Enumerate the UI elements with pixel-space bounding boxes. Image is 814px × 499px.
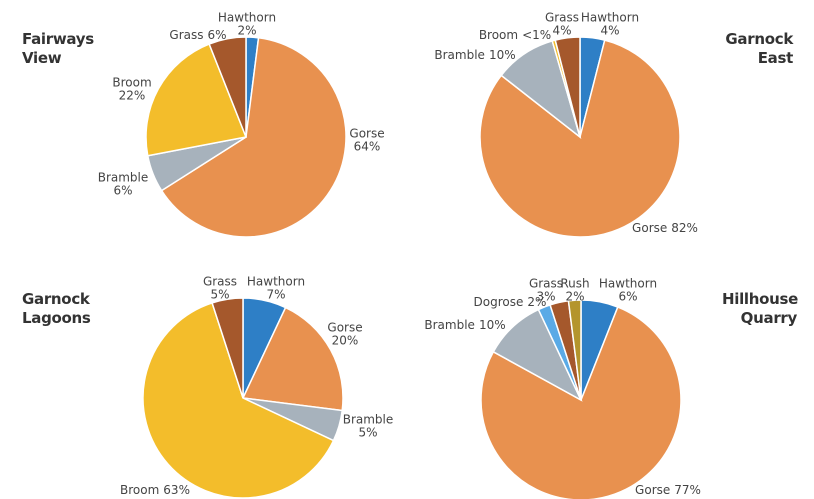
slice-label: Hawthorn (218, 11, 276, 25)
slice-label: Gorse 82% (632, 221, 698, 235)
pie-slice (554, 36, 581, 138)
slice-value: 2% (237, 24, 256, 38)
chart-title: Garnock Lagoons (22, 290, 91, 327)
chart-title: Garnock East (725, 30, 793, 67)
pie-slice (208, 36, 247, 138)
slice-value: 5% (210, 288, 229, 302)
slice-value: 2% (527, 295, 546, 309)
slice-label: Hawthorn (599, 277, 657, 291)
slice-name: Gorse (632, 221, 667, 235)
slice-label: Rush (560, 277, 589, 291)
slice-label: Gorse 77% (635, 483, 701, 497)
slice-value: 82% (671, 221, 698, 235)
slice-name: Grass (169, 28, 203, 42)
slice-value: 63% (163, 483, 190, 497)
chart-title: Hillhouse Quarry (722, 290, 799, 327)
slice-value: 2% (565, 290, 584, 304)
pie-slice (211, 297, 244, 399)
slice-label: Gorse (349, 127, 384, 141)
slice-label: Hawthorn (247, 275, 305, 289)
slice-value: 3% (536, 290, 555, 304)
slice-name: Bramble (434, 48, 485, 62)
slice-value: 10% (489, 48, 516, 62)
slice-label: Bramble 10% (434, 48, 515, 62)
slice-value: 5% (358, 426, 377, 440)
pie-slice (142, 301, 335, 499)
slice-value: 77% (674, 483, 701, 497)
pie-slice (567, 299, 582, 401)
slice-label: Broom 63% (120, 483, 190, 497)
slice-label: Grass (545, 11, 579, 25)
slice-label: Bramble 10% (424, 318, 505, 332)
slice-value: 4% (600, 24, 619, 38)
pie-slice (160, 36, 347, 238)
slice-value: 64% (354, 140, 381, 154)
slice-name: Gorse (635, 483, 670, 497)
pie-slice (480, 306, 682, 499)
slice-value: 4% (552, 24, 571, 38)
slice-value: 6% (618, 290, 637, 304)
slice-label: Gorse (327, 321, 362, 335)
slice-value: 22% (119, 89, 146, 103)
slice-label: Broom <1% (479, 28, 551, 42)
slice-value: 20% (332, 334, 359, 348)
slice-value: 6% (113, 184, 132, 198)
slice-name: Bramble (424, 318, 475, 332)
slice-name: Dogrose (474, 295, 524, 309)
slice-value: 10% (479, 318, 506, 332)
slice-value: 6% (208, 28, 227, 42)
slice-label: Hawthorn (581, 11, 639, 25)
pie-slice (145, 43, 248, 157)
chart-title: Fairways View (22, 30, 94, 67)
slice-label: Bramble (98, 171, 149, 185)
pie-slice (241, 306, 344, 412)
slice-value: <1% (522, 28, 551, 42)
slice-label: Bramble (343, 413, 394, 427)
slice-value: 7% (266, 288, 285, 302)
slice-label: Grass (529, 277, 563, 291)
slice-label: Grass (203, 275, 237, 289)
slice-label: Broom (112, 76, 151, 90)
slice-label: Grass 6% (169, 28, 226, 42)
slice-name: Broom (479, 28, 518, 42)
slice-name: Broom (120, 483, 159, 497)
slice-label: Dogrose 2% (474, 295, 547, 309)
pie-slice (479, 39, 681, 238)
